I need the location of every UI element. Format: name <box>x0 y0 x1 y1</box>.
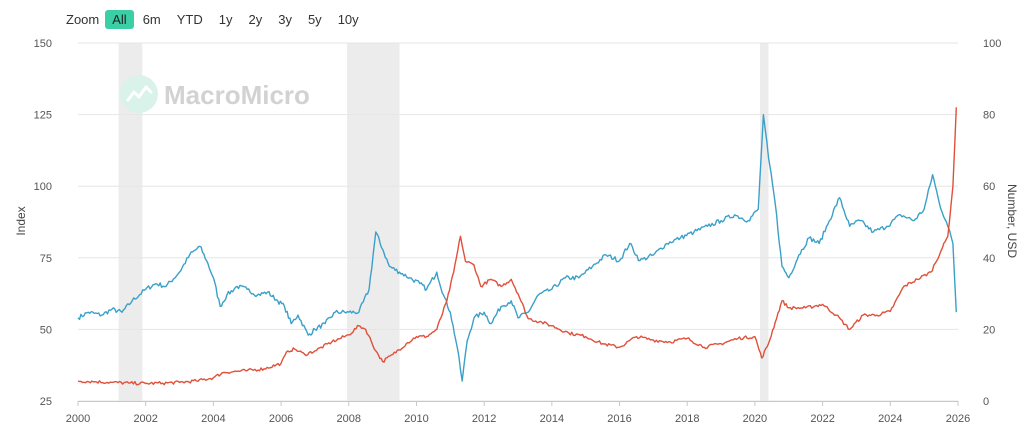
x-tick-label: 2014 <box>540 413 564 425</box>
zoom-10y-button[interactable]: 10y <box>337 11 359 27</box>
x-tick-label: 2026 <box>946 413 970 425</box>
recession-band <box>760 43 769 401</box>
x-tick-label: 2008 <box>337 413 361 425</box>
usd-series-line <box>77 107 957 386</box>
zoom-2y-button[interactable]: 2y <box>248 11 263 27</box>
y-tick-right-label: 0 <box>983 396 989 408</box>
y-axis-left-title: Index <box>14 206 28 235</box>
x-tick-label: 2002 <box>133 413 157 425</box>
x-tick-label: 2004 <box>201 413 225 425</box>
y-tick-right-label: 80 <box>983 110 995 122</box>
zoom-5y-button[interactable]: 5y <box>307 11 322 27</box>
x-tick-label: 2010 <box>404 413 428 425</box>
zoom-6m-button[interactable]: 6m <box>142 11 161 27</box>
recession-band <box>347 43 400 401</box>
y-tick-left-label: 75 <box>40 253 52 265</box>
x-tick-label: 2012 <box>472 413 496 425</box>
x-tick-label: 2022 <box>810 413 834 425</box>
x-tick-label: 2006 <box>269 413 293 425</box>
zoom-all-button[interactable]: All <box>105 9 134 29</box>
zoom-1y-button[interactable]: 1y <box>218 11 233 27</box>
y-tick-left-label: 50 <box>40 324 52 336</box>
zoom-3y-button[interactable]: 3y <box>278 11 292 27</box>
y-tick-left-label: 150 <box>34 38 52 50</box>
recession-band <box>118 43 143 401</box>
x-tick-label: 2016 <box>607 413 631 425</box>
y-tick-left-label: 125 <box>34 110 52 122</box>
y-tick-right-label: 100 <box>983 38 1001 50</box>
x-tick-label: 2000 <box>66 413 90 425</box>
macromicro-logo-icon <box>120 75 158 113</box>
y-tick-right-label: 20 <box>983 324 995 336</box>
y-tick-left-label: 100 <box>34 181 52 193</box>
zoom-label: Zoom <box>66 11 100 27</box>
x-tick-label: 2024 <box>878 413 902 425</box>
index-series-line <box>77 113 957 382</box>
macromicro-watermark: MacroMicro <box>120 75 310 113</box>
y-tick-right-label: 40 <box>983 253 995 265</box>
zoom-ytd-button[interactable]: YTD <box>176 11 203 27</box>
watermark-text: MacroMicro <box>164 80 310 110</box>
x-tick-label: 2018 <box>675 413 699 425</box>
x-tick-label: 2020 <box>743 413 767 425</box>
y-tick-left-label: 25 <box>40 396 52 408</box>
zoom-toolbar: Zoom All 6m YTD 1y 2y 3y 5y 10y <box>66 8 368 30</box>
y-tick-right-label: 60 <box>983 181 995 193</box>
y-axis-right-title: Number, USD <box>1005 184 1019 258</box>
